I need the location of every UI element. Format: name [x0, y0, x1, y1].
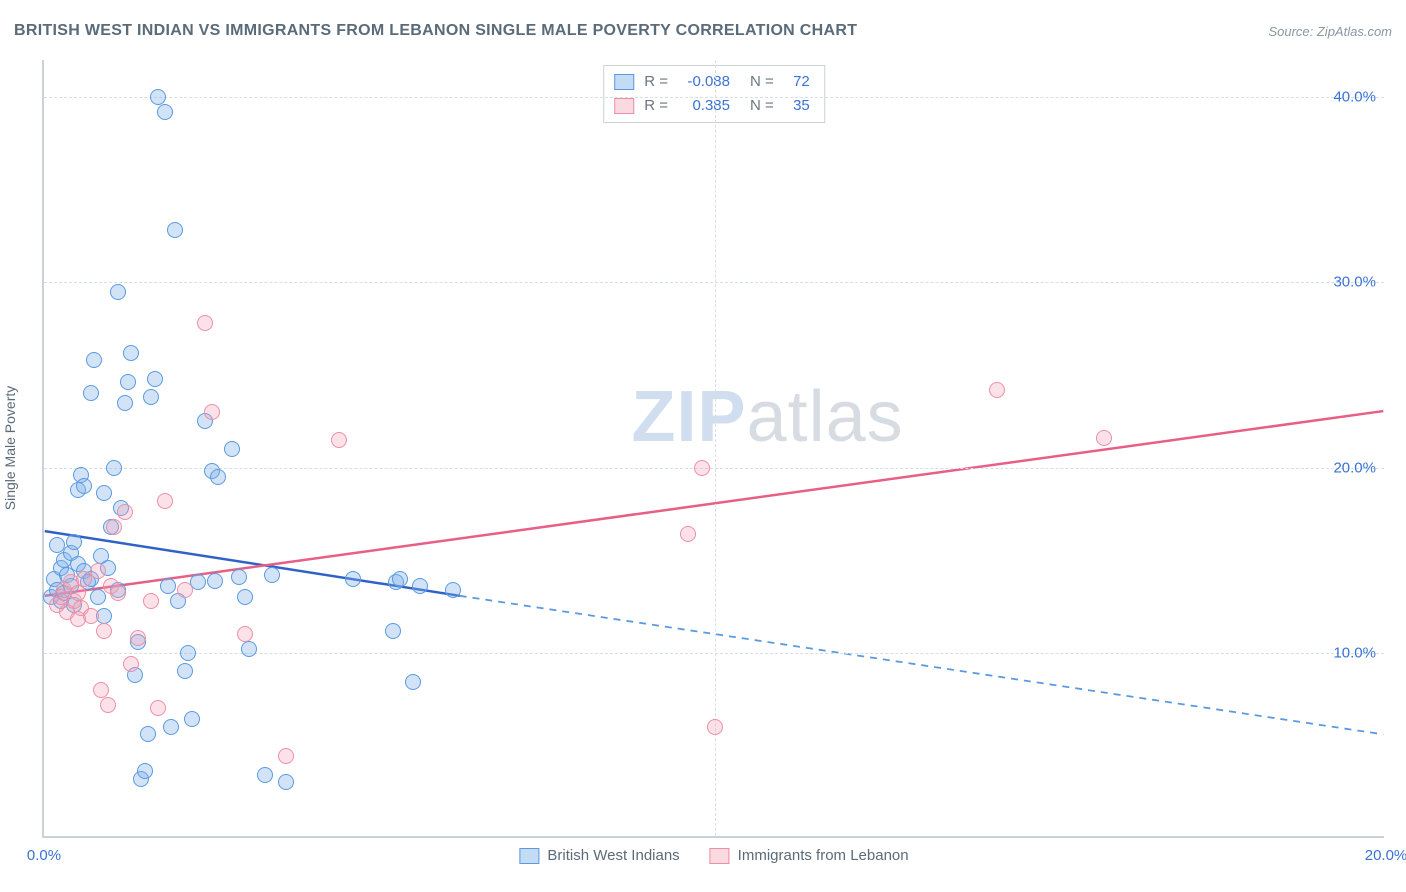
data-point-blue	[264, 567, 280, 583]
data-point-blue	[345, 571, 361, 587]
data-point-pink	[204, 404, 220, 420]
data-point-blue	[177, 663, 193, 679]
data-point-blue	[257, 767, 273, 783]
data-point-blue	[76, 478, 92, 494]
data-point-pink	[90, 563, 106, 579]
x-tick-label: 20.0%	[1365, 847, 1406, 864]
watermark-atlas: atlas	[747, 377, 904, 457]
data-point-blue	[137, 763, 153, 779]
legend-item-pink: Immigrants from Lebanon	[710, 847, 909, 864]
data-point-pink	[707, 719, 723, 735]
data-point-blue	[66, 534, 82, 550]
data-point-blue	[140, 726, 156, 742]
x-tick-label: 0.0%	[27, 847, 61, 864]
data-point-pink	[157, 493, 173, 509]
data-point-blue	[167, 222, 183, 238]
data-point-blue	[224, 441, 240, 457]
data-point-pink	[123, 656, 139, 672]
data-point-blue	[106, 460, 122, 476]
data-point-blue	[160, 578, 176, 594]
swatch-pink-icon	[614, 98, 634, 114]
y-tick-label: 30.0%	[1333, 274, 1376, 291]
data-point-blue	[241, 641, 257, 657]
data-point-pink	[331, 432, 347, 448]
chart-title: BRITISH WEST INDIAN VS IMMIGRANTS FROM L…	[14, 22, 857, 40]
data-point-blue	[184, 711, 200, 727]
gridline-h	[44, 468, 1384, 469]
data-point-pink	[93, 682, 109, 698]
data-point-blue	[392, 571, 408, 587]
n-value-blue: 72	[784, 70, 810, 94]
data-point-blue	[123, 345, 139, 361]
data-point-blue	[231, 569, 247, 585]
data-point-blue	[117, 395, 133, 411]
legend-correlation: R = -0.088 N = 72 R = 0.385 N = 35	[603, 65, 825, 123]
gridline-h	[44, 282, 1384, 283]
data-point-blue	[150, 89, 166, 105]
r-value-blue: -0.088	[678, 70, 730, 94]
data-point-blue	[405, 674, 421, 690]
watermark-zip: ZIP	[632, 377, 747, 457]
data-point-pink	[143, 593, 159, 609]
data-point-pink	[177, 582, 193, 598]
data-point-pink	[694, 460, 710, 476]
scatter-plot: ZIPatlas R = -0.088 N = 72 R = 0.385 N =…	[42, 60, 1384, 838]
data-point-blue	[157, 104, 173, 120]
legend-row-blue: R = -0.088 N = 72	[614, 70, 810, 94]
y-axis-label: Single Male Poverty	[2, 386, 18, 511]
data-point-pink	[83, 608, 99, 624]
y-tick-label: 20.0%	[1333, 459, 1376, 476]
swatch-blue-icon	[519, 848, 539, 864]
swatch-pink-icon	[710, 848, 730, 864]
swatch-blue-icon	[614, 74, 634, 90]
data-point-blue	[445, 582, 461, 598]
source-label: Source: ZipAtlas.com	[1268, 24, 1392, 39]
legend-label-blue: British West Indians	[547, 847, 679, 864]
data-point-blue	[237, 589, 253, 605]
y-tick-label: 40.0%	[1333, 89, 1376, 106]
data-point-blue	[412, 578, 428, 594]
data-point-pink	[1096, 430, 1112, 446]
data-point-pink	[197, 315, 213, 331]
data-point-blue	[385, 623, 401, 639]
data-point-pink	[110, 585, 126, 601]
data-point-blue	[180, 645, 196, 661]
data-point-pink	[100, 697, 116, 713]
data-point-blue	[110, 284, 126, 300]
data-point-blue	[143, 389, 159, 405]
data-point-pink	[117, 504, 133, 520]
watermark: ZIPatlas	[632, 376, 904, 458]
data-point-blue	[83, 385, 99, 401]
r-label: R =	[644, 70, 668, 94]
data-point-pink	[96, 623, 112, 639]
data-point-blue	[207, 573, 223, 589]
data-point-blue	[86, 352, 102, 368]
legend-series: British West Indians Immigrants from Leb…	[519, 847, 908, 864]
gridline-h	[44, 97, 1384, 98]
data-point-pink	[680, 526, 696, 542]
data-point-blue	[90, 589, 106, 605]
data-point-blue	[278, 774, 294, 790]
data-point-blue	[120, 374, 136, 390]
data-point-pink	[106, 519, 122, 535]
n-label: N =	[750, 70, 774, 94]
data-point-blue	[147, 371, 163, 387]
legend-label-pink: Immigrants from Lebanon	[738, 847, 909, 864]
data-point-blue	[163, 719, 179, 735]
legend-item-blue: British West Indians	[519, 847, 679, 864]
data-point-pink	[278, 748, 294, 764]
y-tick-label: 10.0%	[1333, 644, 1376, 661]
data-point-pink	[150, 700, 166, 716]
data-point-blue	[96, 485, 112, 501]
data-point-blue	[210, 469, 226, 485]
data-point-pink	[237, 626, 253, 642]
data-point-pink	[70, 585, 86, 601]
data-point-pink	[989, 382, 1005, 398]
data-point-pink	[130, 630, 146, 646]
